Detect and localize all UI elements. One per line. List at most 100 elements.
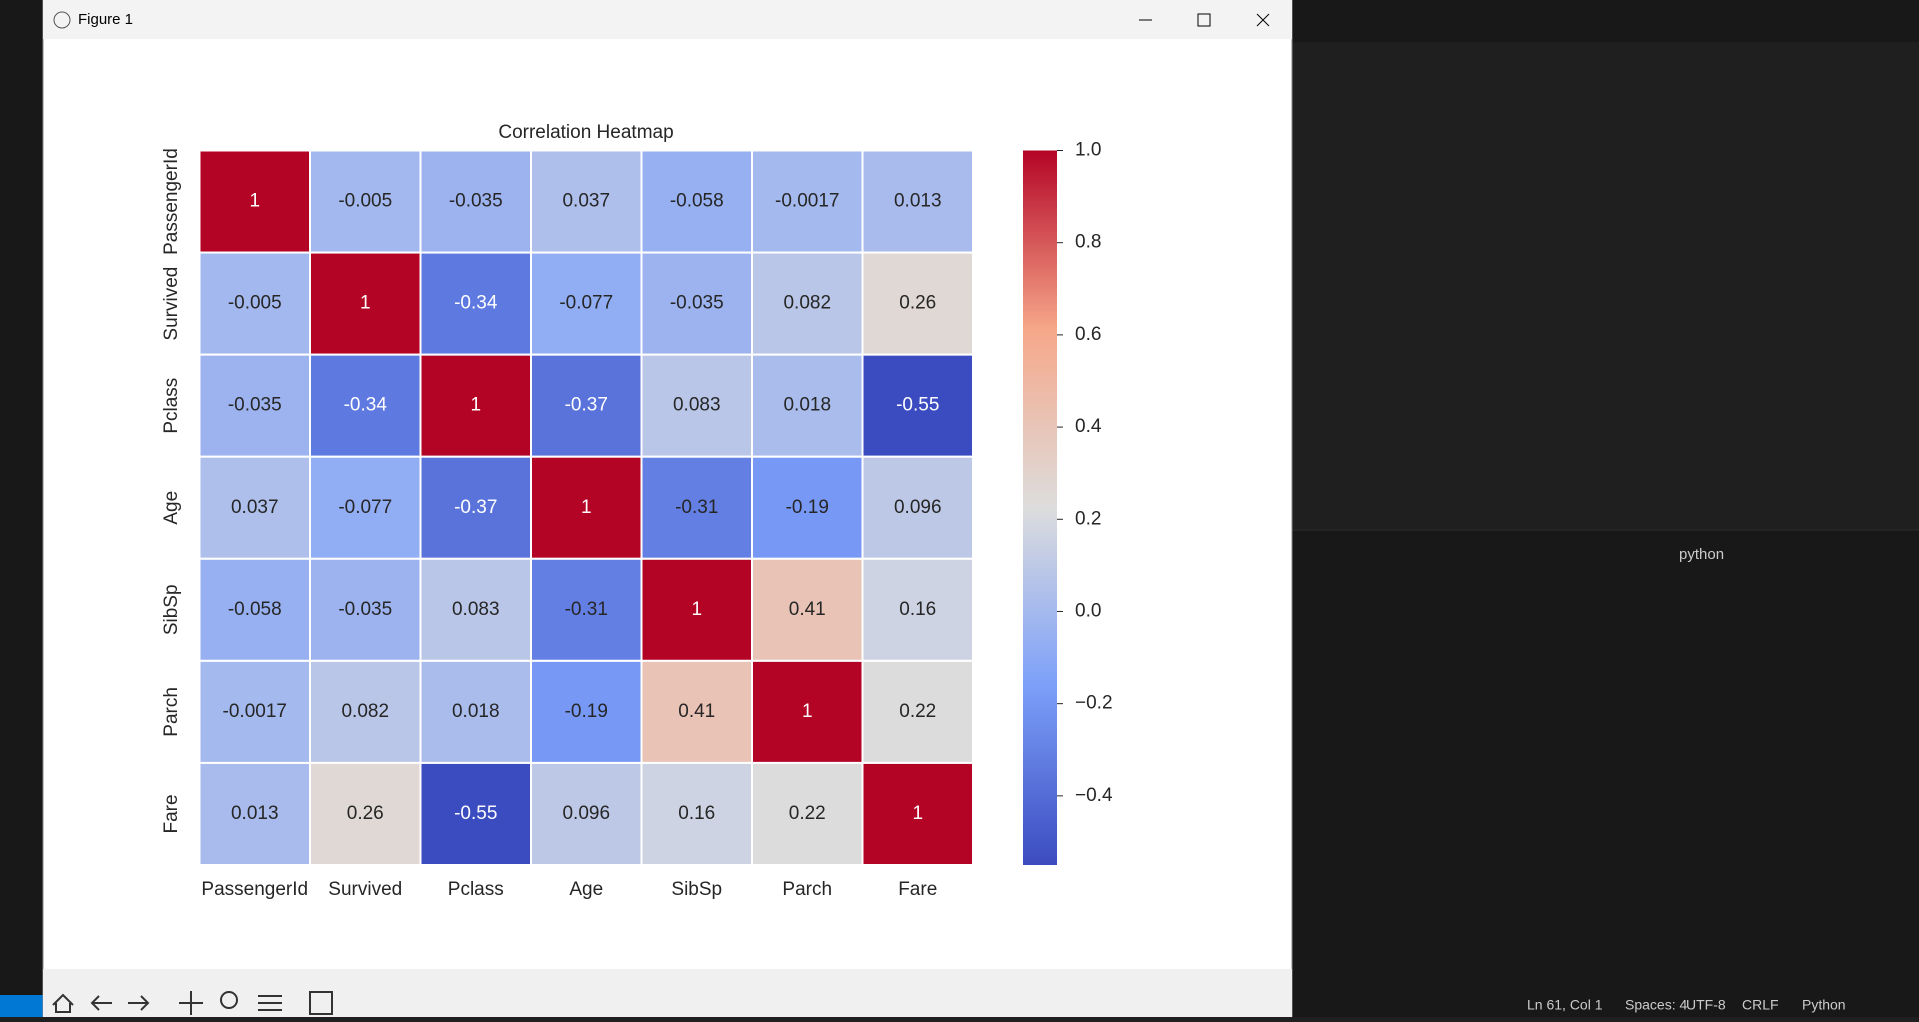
cell-label: -0.0017 xyxy=(775,191,839,212)
toolbar-icons xyxy=(52,991,333,1015)
heatmap-cell xyxy=(640,659,753,764)
cell-label: -0.035 xyxy=(449,191,503,212)
close-button[interactable] xyxy=(1256,13,1270,27)
cell-label: 0.037 xyxy=(231,497,279,518)
heatmap-cell xyxy=(640,761,753,867)
heatmap-cell xyxy=(861,251,974,356)
cell-label: 1 xyxy=(360,293,371,314)
heatmap-cell xyxy=(861,149,974,254)
y-tick-label: Pclass xyxy=(161,378,182,434)
heatmap-cell xyxy=(198,251,311,356)
heatmap-cell xyxy=(419,761,532,867)
back-button[interactable] xyxy=(90,995,112,1011)
cell-label: 1 xyxy=(912,803,923,824)
heatmap-cell xyxy=(530,149,643,254)
cell-label: -0.005 xyxy=(338,191,392,212)
heatmap-cell xyxy=(530,557,643,662)
window-title: Figure 1 xyxy=(78,11,133,28)
heatmap-cell xyxy=(198,353,311,458)
cell-label: 0.037 xyxy=(562,191,610,212)
cell-label: 1 xyxy=(802,701,813,722)
status-item[interactable]: Ln 61, Col 1 xyxy=(1527,997,1603,1013)
heatmap-cell xyxy=(530,659,643,764)
y-tick-label: SibSp xyxy=(161,584,182,635)
cell-label: -0.0017 xyxy=(223,701,287,722)
heatmap-cell xyxy=(861,761,974,867)
heatmap-cell xyxy=(419,353,532,458)
heatmap-cell xyxy=(640,251,753,356)
zoom-button[interactable] xyxy=(220,991,238,1009)
cell-label: 0.082 xyxy=(783,293,831,314)
heatmap-cell xyxy=(751,455,864,560)
status-item[interactable]: CRLF xyxy=(1742,997,1779,1013)
cell-label: -0.035 xyxy=(228,395,282,416)
cell-label: 0.22 xyxy=(789,803,826,824)
heatmap-cell xyxy=(861,659,974,764)
heatmap-cell xyxy=(198,659,311,764)
cell-label: -0.37 xyxy=(565,395,608,416)
heatmap-cell xyxy=(530,353,643,458)
cell-label: 0.083 xyxy=(452,599,500,620)
heatmap-cell xyxy=(640,455,753,560)
heatmap-cell xyxy=(419,659,532,764)
y-tick-label: Parch xyxy=(161,687,182,737)
cell-label: 0.16 xyxy=(899,599,936,620)
heatmap-cell xyxy=(530,761,643,867)
terminal-panel xyxy=(1292,530,1919,995)
heatmap-cell xyxy=(198,761,311,867)
cell-label: 0.083 xyxy=(673,395,721,416)
toolbar xyxy=(43,969,1292,1017)
heatmap-cell xyxy=(198,557,311,662)
cell-label: -0.55 xyxy=(454,803,497,824)
save-button[interactable] xyxy=(309,991,333,1015)
x-tick-label: Fare xyxy=(898,879,937,900)
colorbar-tick-label: 0.2 xyxy=(1075,508,1101,529)
cell-label: -0.077 xyxy=(338,497,392,518)
cell-label: -0.005 xyxy=(228,293,282,314)
cell-label: 1 xyxy=(691,599,702,620)
x-tick-label: Pclass xyxy=(448,879,504,900)
cell-label: 0.018 xyxy=(452,701,500,722)
maximize-button[interactable] xyxy=(1197,13,1211,27)
cell-label: 0.082 xyxy=(341,701,389,722)
cell-label: 0.22 xyxy=(899,701,936,722)
home-button[interactable] xyxy=(52,993,74,1013)
pan-button[interactable] xyxy=(179,991,203,1015)
terminal-label[interactable]: python xyxy=(1679,546,1724,563)
cell-label: 0.096 xyxy=(894,497,942,518)
heatmap-cell xyxy=(419,251,532,356)
cell-label: -0.035 xyxy=(670,293,724,314)
cell-label: -0.058 xyxy=(670,191,724,212)
heatmap-cell xyxy=(751,251,864,356)
cell-label: 0.26 xyxy=(347,803,384,824)
heatmap-cell xyxy=(861,557,974,662)
heatmap-cell xyxy=(861,353,974,458)
cell-label: -0.34 xyxy=(344,395,388,416)
colorbar-tick-label: 0.6 xyxy=(1075,324,1101,345)
cell-label: 0.096 xyxy=(562,803,610,824)
cell-label: 0.41 xyxy=(789,599,826,620)
cell-label: 1 xyxy=(249,191,260,212)
configure-button[interactable] xyxy=(258,995,282,1011)
heatmap-cell xyxy=(309,557,422,662)
cell-label: 0.018 xyxy=(783,395,831,416)
cell-label: -0.035 xyxy=(338,599,392,620)
remote-button[interactable] xyxy=(0,995,43,1017)
status-item[interactable]: UTF-8 xyxy=(1686,997,1726,1013)
app-icon xyxy=(53,11,71,29)
chart-title: Correlation Heatmap xyxy=(498,122,673,143)
heatmap-cell xyxy=(309,251,422,356)
heatmap-cell xyxy=(530,251,643,356)
cell-label: -0.55 xyxy=(896,395,939,416)
cell-label: -0.058 xyxy=(228,599,282,620)
cell-label: 0.26 xyxy=(899,293,936,314)
forward-button[interactable] xyxy=(128,995,150,1011)
y-tick-label: Fare xyxy=(161,794,182,833)
colorbar-tick-label: −0.2 xyxy=(1075,693,1113,714)
status-item[interactable]: Python xyxy=(1802,997,1846,1013)
status-item[interactable]: Spaces: 4 xyxy=(1625,997,1687,1013)
x-tick-label: PassengerId xyxy=(201,879,308,900)
heatmap-cell xyxy=(640,557,753,662)
